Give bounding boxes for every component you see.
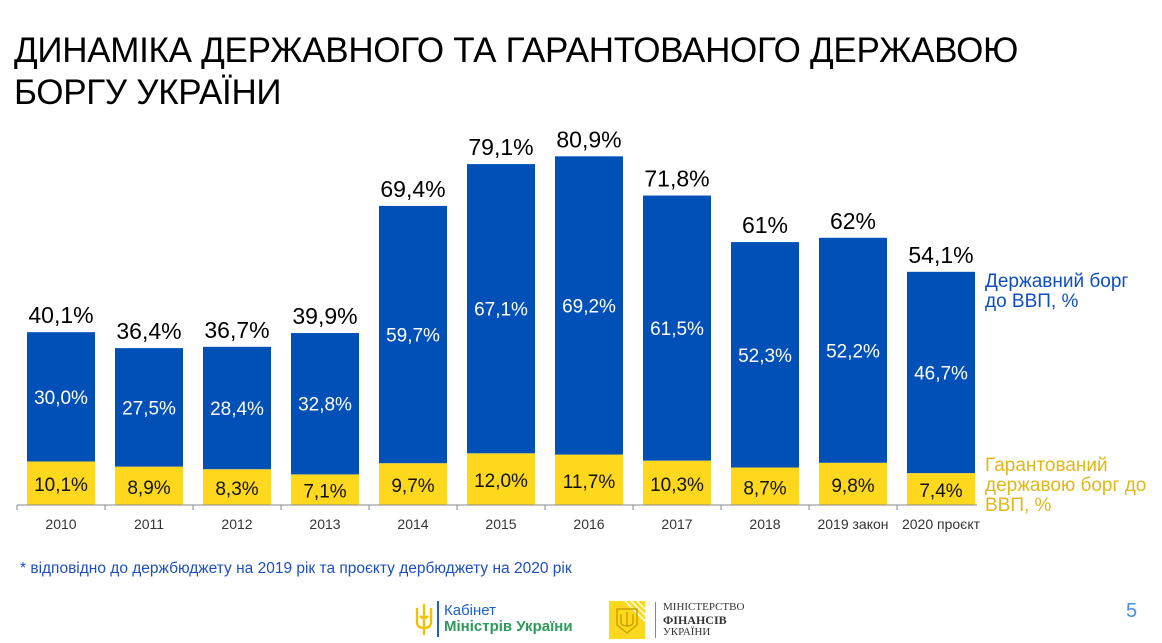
label-guaranteed-debt: 7,1% <box>303 482 346 503</box>
x-tick-label: 2013 <box>309 516 340 532</box>
kmu-line-1: Кабінет <box>444 602 497 619</box>
x-tick-label: 2012 <box>221 516 252 532</box>
label-total-debt: 54,1% <box>908 242 973 268</box>
x-tick-label: 2010 <box>45 516 76 532</box>
label-government-debt: 67,1% <box>474 300 528 321</box>
x-tick-label: 2014 <box>397 516 428 532</box>
label-government-debt: 28,4% <box>210 399 264 420</box>
legend-gov-line-1: Державний борг <box>985 271 1129 292</box>
mf-line-1: МІНІСТЕРСТВО <box>663 601 745 613</box>
label-total-debt: 36,4% <box>116 318 181 344</box>
bar-guaranteed-debt <box>907 473 975 505</box>
label-government-debt: 46,7% <box>914 363 968 384</box>
bar-guaranteed-debt <box>27 461 95 505</box>
bar-guaranteed-debt <box>379 463 447 505</box>
label-government-debt: 61,5% <box>650 319 704 340</box>
label-government-debt: 30,0% <box>34 388 88 409</box>
footnote: * відповідно до держбюджету на 2019 рік … <box>20 560 572 577</box>
x-tick-label: 2019 закон <box>817 516 888 532</box>
logo-divider <box>437 601 439 637</box>
x-tick-label: 2018 <box>749 516 780 532</box>
ministry-emblem-icon <box>609 601 645 639</box>
bar-government-debt <box>555 156 623 455</box>
page-number: 5 <box>1126 600 1138 622</box>
stacked-bar-chart: 10,1% 30,0% 40,1% 8,9% 27,5% 36,4% 8,3% 28,4% 36… <box>16 126 980 532</box>
mf-line-2: ФІНАНСІВ <box>663 612 727 627</box>
label-total-debt: 79,1% <box>468 134 533 160</box>
legend-guar-line-2: державою борг до <box>985 475 1147 496</box>
bar-guaranteed-debt <box>203 469 271 505</box>
label-total-debt: 69,4% <box>380 176 445 202</box>
label-guaranteed-debt: 9,8% <box>831 476 874 497</box>
legend-government-debt: Державний борг до ВВП, % <box>985 272 1155 312</box>
bar-government-debt <box>907 271 975 474</box>
label-guaranteed-debt: 8,7% <box>743 478 786 499</box>
bar-government-debt <box>819 237 887 463</box>
label-total-debt: 40,1% <box>28 302 93 328</box>
label-total-debt: 61% <box>742 212 788 238</box>
bar-government-debt <box>27 332 95 462</box>
bar-government-debt <box>203 346 271 470</box>
label-government-debt: 27,5% <box>122 398 176 419</box>
bar-guaranteed-debt <box>291 474 359 505</box>
bar-guaranteed-debt <box>819 462 887 505</box>
bar-government-debt <box>291 333 359 475</box>
label-government-debt: 32,8% <box>298 395 352 416</box>
bar-government-debt <box>467 164 535 454</box>
label-government-debt: 52,3% <box>738 346 792 367</box>
label-government-debt: 59,7% <box>386 326 440 347</box>
label-guaranteed-debt: 7,4% <box>919 481 962 502</box>
bar-guaranteed-debt <box>643 460 711 505</box>
bar-government-debt <box>115 348 183 467</box>
label-guaranteed-debt: 10,1% <box>34 475 88 496</box>
mf-line-3: УКРАЇНИ <box>663 626 711 638</box>
page-title: ДИНАМІКА ДЕРЖАВНОГО ТА ГАРАНТОВАНОГО ДЕР… <box>14 30 1018 114</box>
legend-guar-line-1: Гарантований <box>985 455 1108 476</box>
kmu-line-2: Міністрів України <box>444 618 573 635</box>
bar-government-debt <box>731 242 799 468</box>
trident-icon <box>415 604 433 635</box>
title-line-1: ДИНАМІКА ДЕРЖАВНОГО ТА ГАРАНТОВАНОГО ДЕР… <box>14 31 1019 70</box>
x-tick-label: 2016 <box>573 516 604 532</box>
label-total-debt: 80,9% <box>556 126 621 152</box>
label-total-debt: 71,8% <box>644 166 709 192</box>
bar-guaranteed-debt <box>115 466 183 505</box>
x-tick-label: 2015 <box>485 516 516 532</box>
bar-guaranteed-debt <box>731 467 799 505</box>
label-government-debt: 52,2% <box>826 341 880 362</box>
label-government-debt: 69,2% <box>562 296 616 317</box>
bar-guaranteed-debt <box>467 453 535 505</box>
label-guaranteed-debt: 8,9% <box>127 478 170 499</box>
label-total-debt: 39,9% <box>292 303 357 329</box>
bar-government-debt <box>379 205 447 464</box>
label-guaranteed-debt: 11,7% <box>563 472 616 493</box>
label-guaranteed-debt: 8,3% <box>215 479 258 500</box>
legend-gov-line-2: до ВВП, % <box>985 291 1079 312</box>
title-line-2: БОРГУ УКРАЇНИ <box>14 73 282 112</box>
x-tick-label: 2020 проєкт <box>902 516 980 532</box>
legend-guar-line-3: ВВП, % <box>985 495 1052 516</box>
label-guaranteed-debt: 10,3% <box>650 475 704 496</box>
x-axis: 2010 2011 2012 2013 2014 2015 2016 2017 2018 2019… <box>16 504 980 532</box>
x-tick-label: 2011 <box>134 516 164 532</box>
bars-group: 10,1% 30,0% 40,1% 8,9% 27,5% 36,4% 8,3% 28,4% 36… <box>27 126 975 505</box>
label-total-debt: 36,7% <box>204 317 269 343</box>
label-guaranteed-debt: 12,0% <box>474 471 528 492</box>
x-tick-label: 2017 <box>661 516 692 532</box>
logo-divider <box>655 602 656 638</box>
bar-government-debt <box>643 195 711 461</box>
label-guaranteed-debt: 9,7% <box>391 476 434 497</box>
bar-guaranteed-debt <box>555 454 623 505</box>
legend-guaranteed-debt: Гарантований державою борг до ВВП, % <box>985 456 1160 516</box>
label-total-debt: 62% <box>830 208 876 234</box>
